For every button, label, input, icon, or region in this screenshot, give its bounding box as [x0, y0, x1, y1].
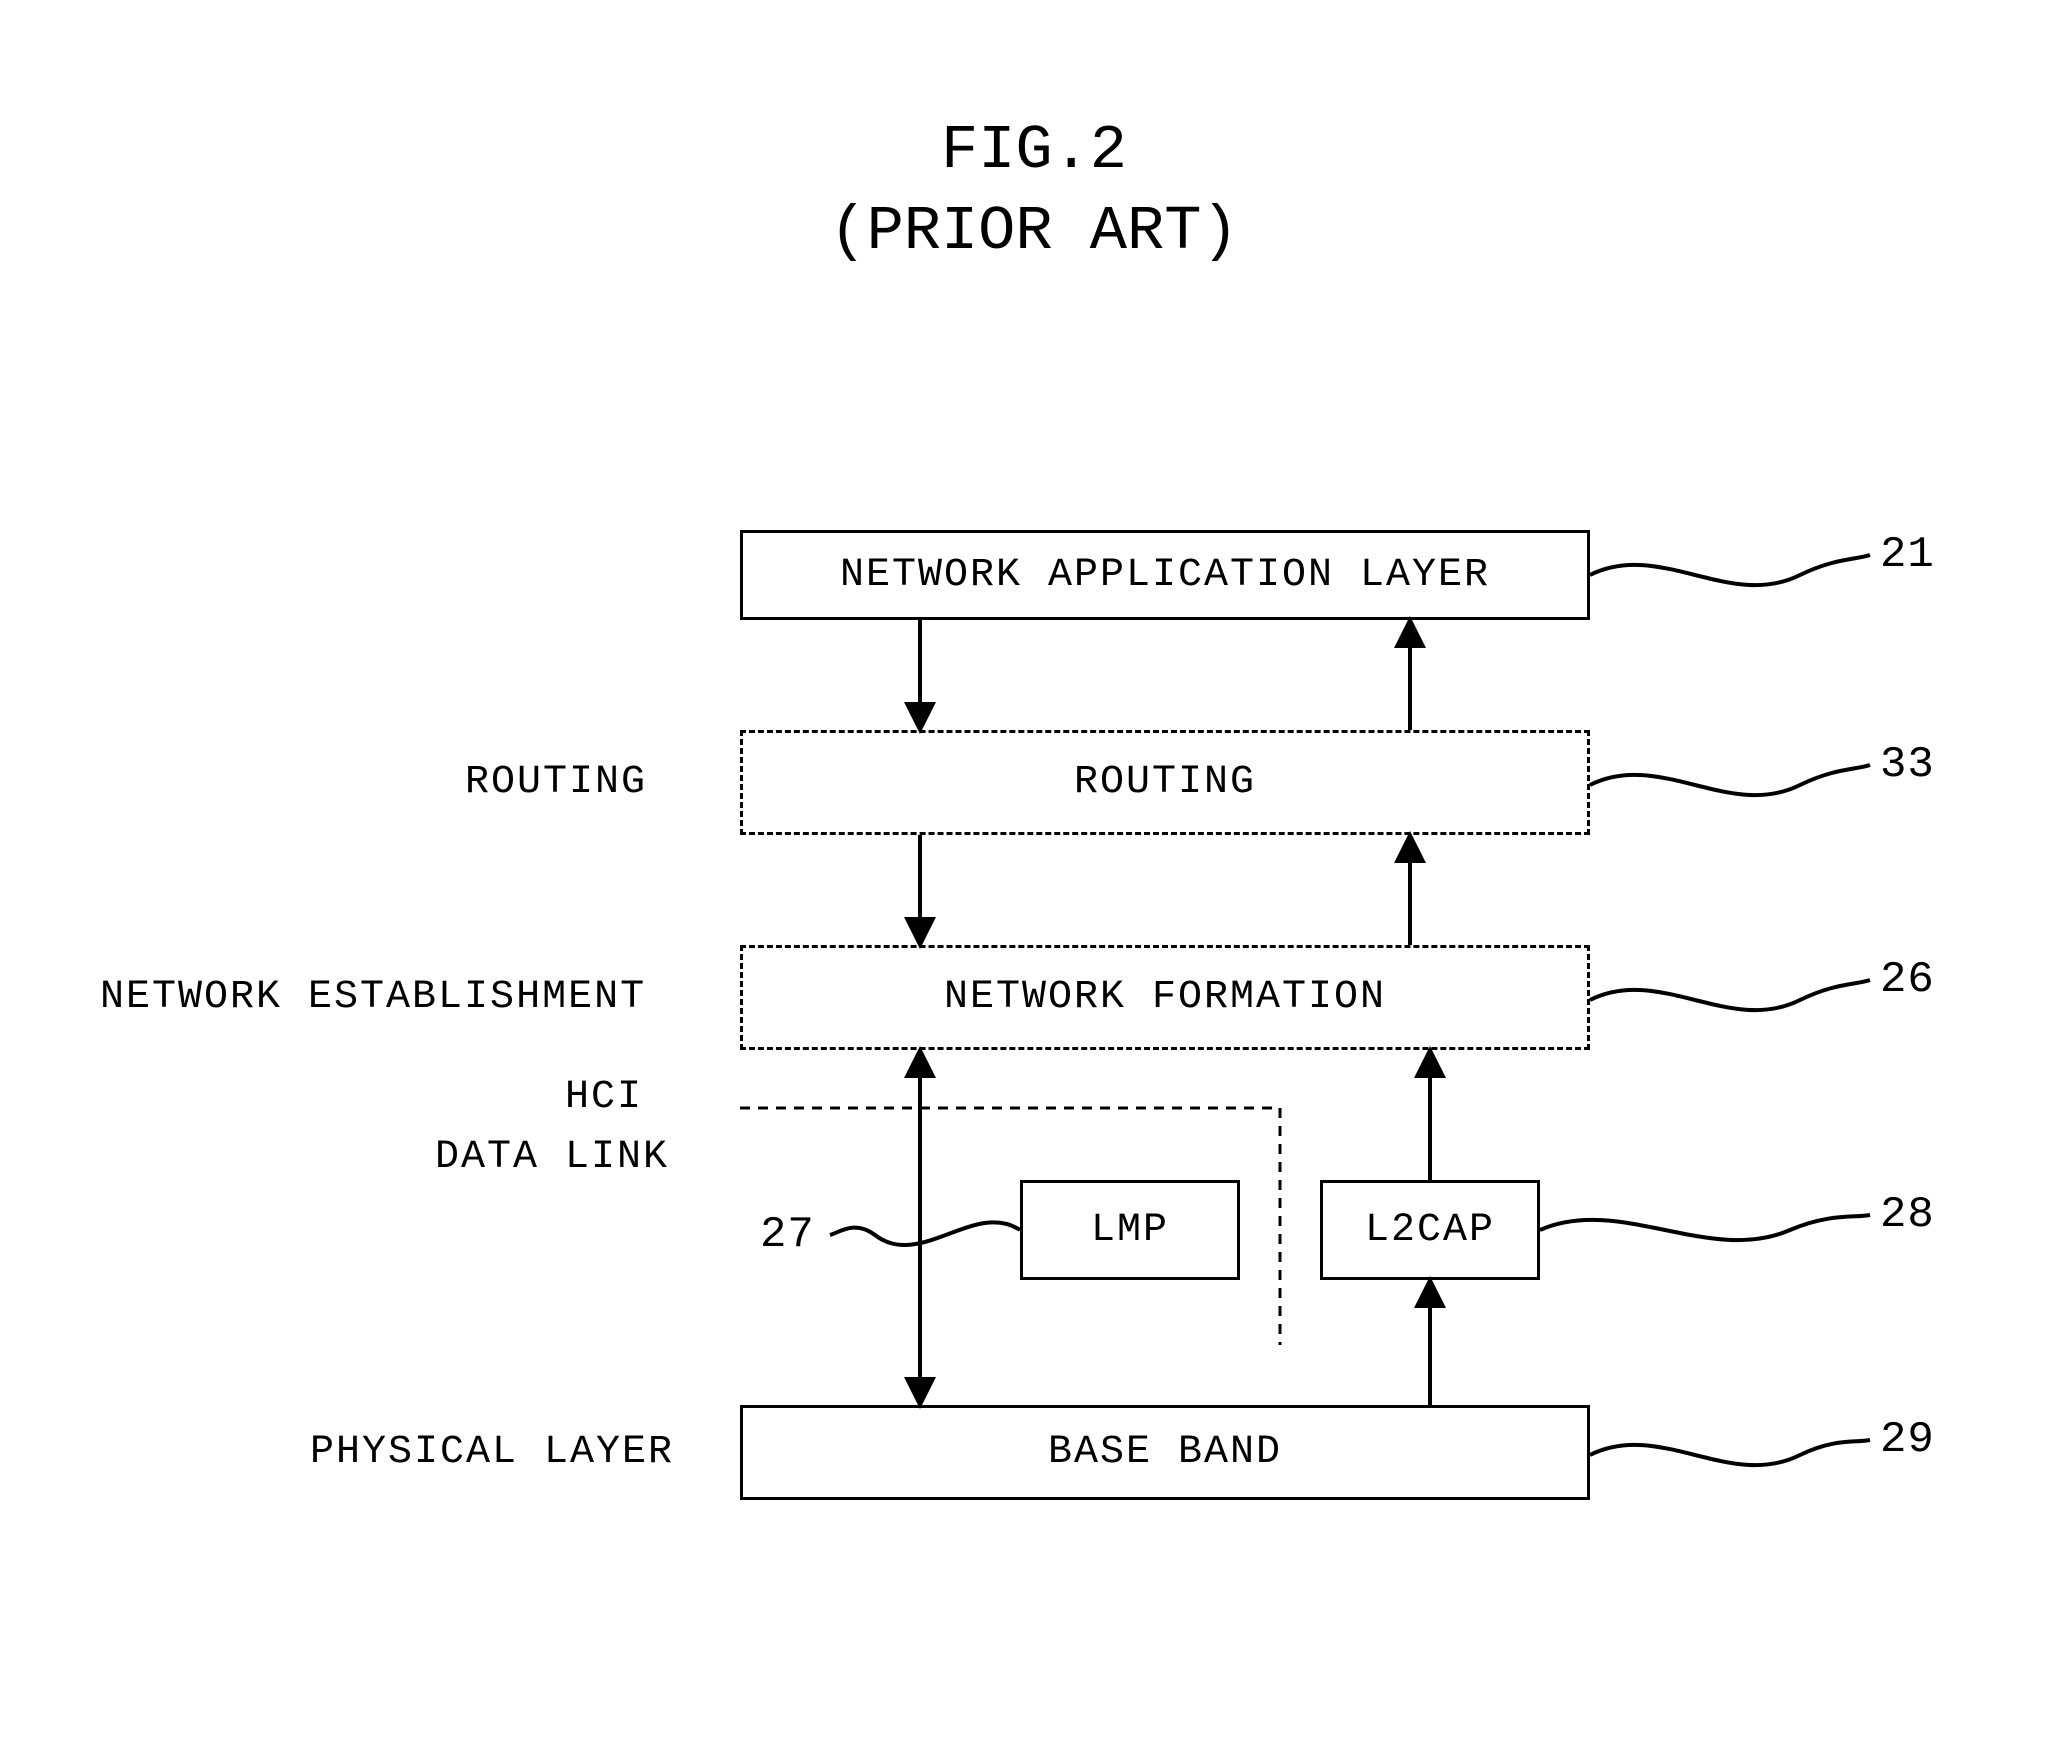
box-baseband: BASE BAND — [740, 1405, 1590, 1500]
box-l2cap-label: L2CAP — [1365, 1208, 1495, 1253]
box-lmp-label: LMP — [1091, 1208, 1169, 1253]
label-routing-side: ROUTING — [465, 760, 647, 805]
refnum-26: 26 — [1880, 955, 1935, 1005]
label-hci: HCI — [565, 1075, 643, 1120]
box-baseband-label: BASE BAND — [1048, 1430, 1282, 1475]
refnum-33: 33 — [1880, 740, 1935, 790]
refnum-28: 28 — [1880, 1190, 1935, 1240]
label-physical-layer: PHYSICAL LAYER — [310, 1430, 674, 1475]
box-routing-label: ROUTING — [1074, 760, 1256, 805]
leader-29 — [1590, 1440, 1870, 1465]
leader-27 — [830, 1222, 1020, 1245]
refnum-27: 27 — [760, 1210, 815, 1260]
figure-title: FIG.2 (PRIOR ART) — [0, 115, 2068, 267]
leader-21 — [1590, 555, 1870, 585]
leader-26 — [1590, 980, 1870, 1010]
box-lmp: LMP — [1020, 1180, 1240, 1280]
label-network-establishment: NETWORK ESTABLISHMENT — [100, 975, 646, 1020]
box-app-layer-label: NETWORK APPLICATION LAYER — [840, 553, 1490, 598]
box-routing: ROUTING — [740, 730, 1590, 835]
box-app-layer: NETWORK APPLICATION LAYER — [740, 530, 1590, 620]
refnum-29: 29 — [1880, 1415, 1935, 1465]
label-data-link: DATA LINK — [435, 1135, 669, 1180]
leader-28 — [1540, 1215, 1870, 1240]
box-network-formation-label: NETWORK FORMATION — [944, 975, 1386, 1020]
leader-33 — [1590, 765, 1870, 795]
box-network-formation: NETWORK FORMATION — [740, 945, 1590, 1050]
title-line-1: FIG.2 — [0, 115, 2068, 186]
title-line-2: (PRIOR ART) — [0, 196, 2068, 267]
box-l2cap: L2CAP — [1320, 1180, 1540, 1280]
refnum-21: 21 — [1880, 530, 1935, 580]
